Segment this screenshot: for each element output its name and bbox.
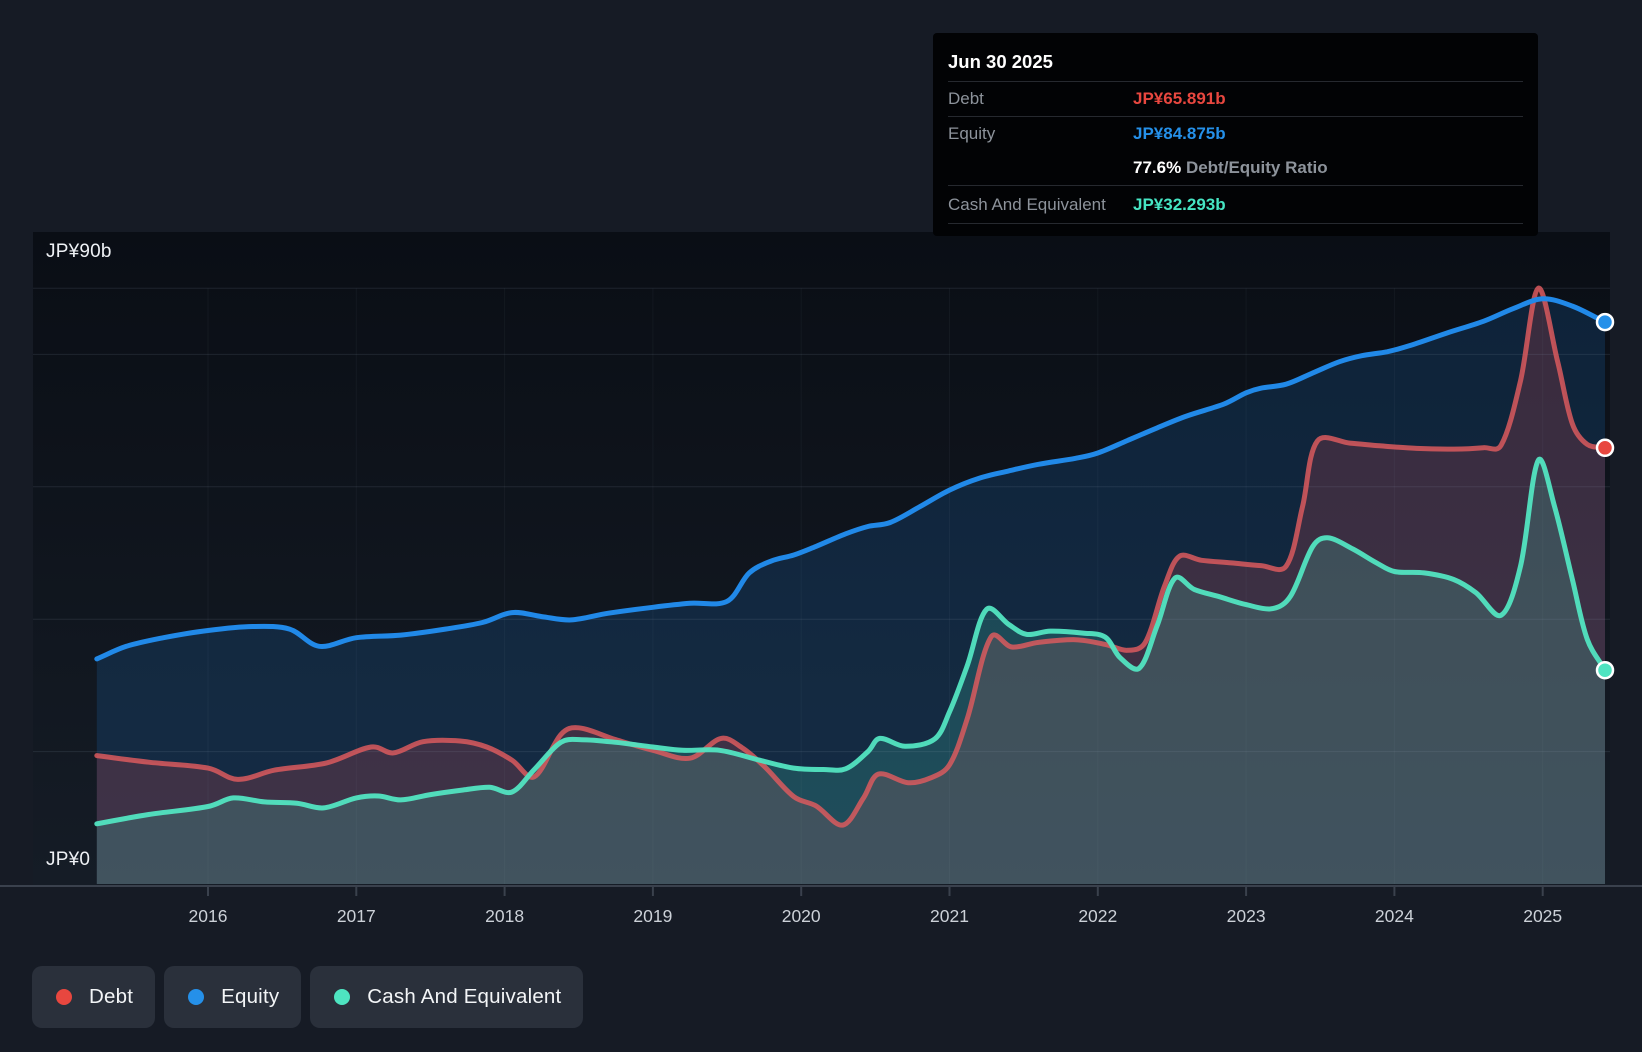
x-axis-label-2021: 2021	[930, 906, 969, 926]
series-line-cash-and-equivalent	[94, 456, 1608, 827]
tooltip-date: Jun 30 2025	[948, 33, 1523, 82]
series-line-debt	[94, 285, 1608, 828]
series-area-cash-and-equivalent	[96, 459, 1605, 884]
tooltip-debt-label: Debt	[948, 89, 984, 108]
series-area-debt	[96, 288, 1605, 884]
equity-swatch-icon	[188, 989, 205, 1005]
x-axis-label-2017: 2017	[337, 906, 376, 926]
tooltip-cash-value: JP¥32.293b	[1133, 194, 1226, 214]
tooltip-row-ratio: 77.6% Debt/Equity Ratio	[948, 151, 1523, 185]
x-axis-label-2018: 2018	[485, 906, 524, 926]
x-axis-label-2019: 2019	[633, 906, 672, 926]
chart-legend: Debt Equity Cash And Equivalent	[32, 966, 584, 1028]
tooltip-ratio-value: 77.6%	[1133, 158, 1182, 177]
tooltip-section-equity: Equity JP¥84.875b 77.6% Debt/Equity Rati…	[948, 117, 1523, 186]
tooltip-row-debt: Debt JP¥65.891b	[948, 82, 1523, 117]
tooltip-debt-value: JP¥65.891b	[1133, 89, 1226, 108]
tooltip-cash-label: Cash And Equivalent	[948, 194, 1106, 214]
tooltip-ratio-label: Debt/Equity Ratio	[1185, 158, 1328, 177]
series-endpoint-debt	[1595, 438, 1615, 458]
series-line-equity	[94, 296, 1608, 662]
legend-item-label: Equity	[221, 985, 280, 1008]
x-axis-label-2016: 2016	[189, 906, 228, 926]
y-axis-label-max: JP¥90b	[46, 241, 112, 262]
legend-item-equity[interactable]: Equity	[164, 966, 302, 1028]
tooltip-equity-label: Equity	[948, 124, 996, 143]
chart-tooltip: Jun 30 2025 Debt JP¥65.891b Equity JP¥84…	[933, 33, 1538, 236]
legend-item-cash[interactable]: Cash And Equivalent	[310, 966, 584, 1028]
x-axis-label-2024: 2024	[1375, 906, 1414, 926]
legend-item-label: Cash And Equivalent	[367, 985, 562, 1008]
y-axis-label-zero: JP¥0	[46, 849, 91, 870]
tooltip-row-cash: Cash And Equivalent JP¥32.293b	[948, 186, 1523, 224]
x-axis-label-2020: 2020	[782, 906, 821, 926]
x-axis-label-2025: 2025	[1523, 906, 1562, 926]
tooltip-equity-value: JP¥84.875b	[1133, 124, 1226, 143]
series-endpoint-equity	[1595, 312, 1615, 332]
debt-swatch-icon	[56, 989, 72, 1005]
tooltip-row-equity: Equity JP¥84.875b	[948, 117, 1523, 151]
legend-item-label: Debt	[89, 985, 134, 1008]
legend-item-debt[interactable]: Debt	[32, 966, 156, 1028]
series-endpoint-cash-and-equivalent	[1595, 660, 1615, 680]
x-axis-label-2022: 2022	[1078, 906, 1117, 926]
cash-swatch-icon	[334, 989, 351, 1005]
series-area-equity	[96, 298, 1605, 885]
plot-background	[33, 232, 1610, 886]
x-axis-label-2023: 2023	[1227, 906, 1266, 926]
